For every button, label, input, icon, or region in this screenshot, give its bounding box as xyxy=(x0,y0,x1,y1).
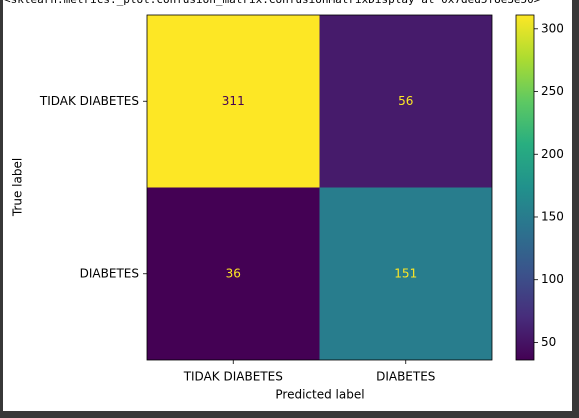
y-tick-label: TIDAK DIABETES xyxy=(39,94,139,108)
cell-label: 56 xyxy=(398,94,413,108)
cell xyxy=(319,15,492,188)
colorbar-tick-label: 150 xyxy=(541,209,564,223)
y-tick-label: DIABETES xyxy=(80,266,139,280)
cell xyxy=(147,15,320,188)
colorbar-tick-label: 300 xyxy=(541,21,564,35)
colorbar-tick-label: 50 xyxy=(541,335,556,349)
colorbar-tick-label: 100 xyxy=(541,272,564,286)
colorbar xyxy=(515,14,535,361)
output-text: <sklearn.metrics._plot.confusion_matrix.… xyxy=(4,0,541,6)
colorbar-tick-label: 200 xyxy=(541,147,564,161)
x-axis-label: Predicted label xyxy=(275,388,364,402)
cell-label: 36 xyxy=(226,266,241,280)
x-tick-label: DIABETES xyxy=(376,370,435,384)
y-axis-label: True label xyxy=(11,158,25,217)
plot-frame xyxy=(146,14,493,361)
cell xyxy=(147,187,320,360)
cell-label: 311 xyxy=(222,94,245,108)
x-tick-label: TIDAK DIABETES xyxy=(183,370,283,384)
cell-label: 151 xyxy=(394,266,417,280)
colorbar-tick-label: 250 xyxy=(541,84,564,98)
cell xyxy=(319,187,492,360)
